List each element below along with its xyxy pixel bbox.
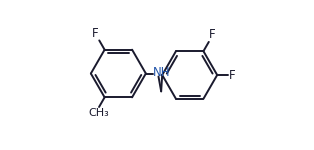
- Text: F: F: [209, 28, 216, 41]
- Text: F: F: [229, 69, 236, 81]
- Text: CH₃: CH₃: [89, 108, 109, 119]
- Text: NH: NH: [153, 66, 171, 79]
- Text: F: F: [91, 27, 98, 40]
